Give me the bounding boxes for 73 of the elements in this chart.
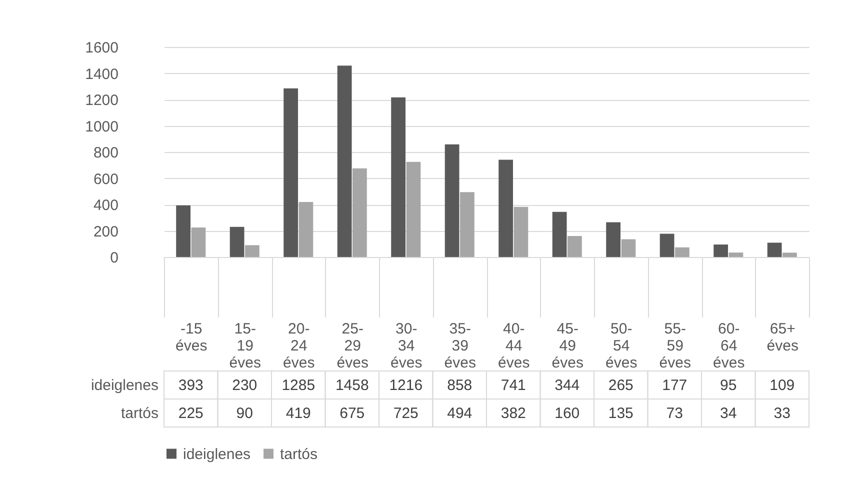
x-tick-label: 65+ éves: [766, 320, 798, 354]
data-label: 1458: [335, 377, 369, 394]
y-tick-label: 1400: [85, 66, 118, 83]
data-label: 675: [340, 405, 365, 422]
data-label: 1216: [389, 377, 423, 394]
legend-label: ideiglenes: [183, 446, 251, 463]
data-label: 725: [393, 405, 418, 422]
bar: [621, 239, 636, 257]
bar: [352, 168, 367, 257]
bar: [675, 247, 690, 257]
text: ideiglenes: [90, 377, 158, 394]
y-tick-label: 1000: [85, 118, 118, 136]
bar: [284, 88, 298, 257]
y-tick-label: 0: [110, 250, 118, 266]
x-tick-label: 40-44 éves: [498, 320, 530, 372]
bar: [660, 234, 674, 257]
x-tick-label: 35-39 éves: [444, 320, 476, 372]
data-label: 177: [662, 377, 688, 394]
y-tick-label: 200: [93, 223, 118, 240]
bar: [191, 227, 206, 257]
bar: [552, 212, 567, 257]
bar: [728, 252, 744, 257]
x-tick-label: 50-54 éves: [606, 320, 638, 372]
bar: [460, 192, 474, 257]
data-label: 741: [500, 377, 526, 394]
x-tick-label: 60-64 éves: [713, 320, 745, 372]
bar: [606, 222, 620, 257]
y-tick-label: 1200: [85, 92, 118, 109]
data-label: 90: [236, 405, 253, 422]
data-label: 344: [554, 377, 580, 394]
bar: [298, 202, 314, 257]
x-tick-label: 45-49 éves: [552, 320, 584, 372]
bar: [444, 144, 460, 257]
y-tick-label: 1600: [85, 40, 118, 56]
bar: [782, 252, 797, 257]
x-tick-label: 25-29 éves: [336, 320, 368, 372]
bar: [245, 245, 260, 257]
x-tick-label: 30-34 éves: [390, 320, 422, 372]
bar: [498, 160, 513, 257]
x-tick-label: 20-24 éves: [283, 320, 315, 372]
bar: [391, 97, 406, 257]
data-label: 382: [500, 405, 526, 422]
data-label: 419: [286, 405, 311, 422]
data-label: 265: [608, 377, 634, 394]
legend-label: tartós: [280, 446, 318, 463]
x-tick-label: -15 éves: [176, 320, 208, 354]
bar: [406, 162, 421, 257]
y-tick-label: 600: [93, 170, 118, 188]
bar: [337, 66, 352, 257]
data-label: 34: [720, 405, 737, 422]
data-label: 95: [720, 377, 737, 394]
data-label: 393: [178, 377, 204, 394]
data-label: 494: [447, 405, 472, 422]
data-label: 1285: [282, 377, 316, 394]
data-label: 109: [770, 377, 795, 394]
data-label: 858: [447, 377, 472, 394]
x-tick-label: 55-59 éves: [659, 320, 691, 372]
bar: [568, 236, 582, 257]
bar: [767, 242, 782, 257]
bar: [176, 205, 190, 257]
data-label: 73: [666, 405, 683, 422]
data-label: 135: [608, 405, 634, 422]
bar: [714, 244, 728, 257]
text: tartós: [120, 405, 158, 422]
bar: [514, 206, 528, 257]
data-label: 230: [232, 377, 258, 394]
x-tick-label: 15-19 éves: [229, 320, 261, 372]
data-label: 225: [178, 405, 204, 422]
y-tick-label: 400: [93, 197, 118, 214]
data-label: 160: [554, 405, 580, 422]
bar: [230, 226, 244, 257]
data-label: 33: [774, 405, 790, 422]
y-tick-label: 800: [93, 144, 118, 162]
